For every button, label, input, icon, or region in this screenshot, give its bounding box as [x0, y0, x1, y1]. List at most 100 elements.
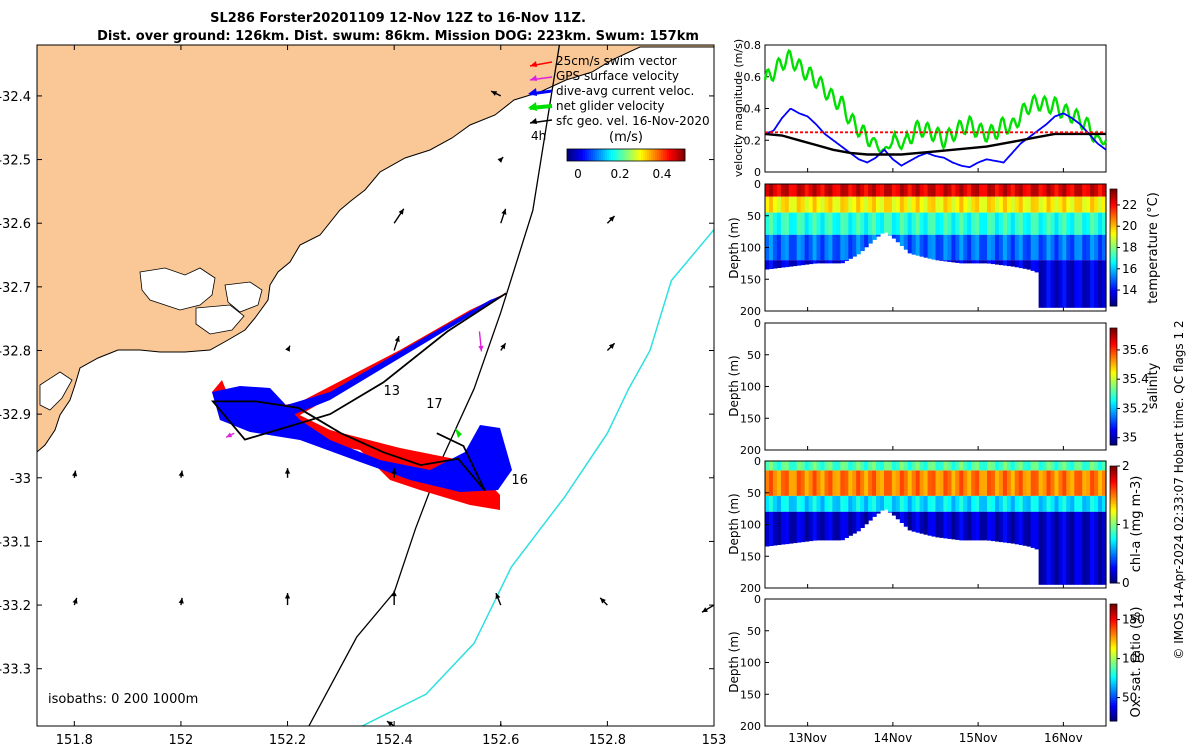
- section-cell: [967, 196, 972, 213]
- section-cell: [935, 234, 941, 261]
- colorbar-segment: [1110, 716, 1117, 720]
- section-cell: [820, 470, 826, 496]
- section-cell: [983, 461, 988, 471]
- speed-colorbar-segment: [671, 149, 674, 161]
- colorbar-segment: [1110, 685, 1117, 689]
- section-cell: [816, 184, 822, 197]
- section-cell: [1034, 234, 1040, 261]
- colorbar-segment: [1110, 386, 1117, 390]
- colorbar-segment: [1110, 648, 1117, 652]
- section-cell: [824, 495, 830, 512]
- section-cell: [840, 511, 845, 541]
- section-cell: [812, 196, 818, 213]
- section-cell: [923, 212, 929, 235]
- section-cell: [939, 234, 945, 261]
- speed-colorbar-segment: [615, 149, 618, 161]
- colorbar-segment: [1110, 374, 1117, 378]
- colorbar-segment: [1110, 491, 1117, 495]
- section-cell: [911, 470, 917, 496]
- section-cell: [1042, 234, 1048, 261]
- geo-velocity-arrow-head: [600, 597, 606, 604]
- colorbar-segment: [1110, 526, 1117, 530]
- depth-tick-label: 0: [754, 593, 761, 606]
- section-cell: [1002, 470, 1008, 496]
- section-cell: [1070, 184, 1075, 197]
- section-cell: [931, 196, 937, 213]
- section-cell: [1034, 212, 1040, 235]
- section-cell: [812, 212, 818, 235]
- colorbar-segment: [1110, 240, 1117, 244]
- section-cell: [951, 212, 956, 235]
- section-cell: [947, 461, 952, 471]
- section-cell: [1082, 184, 1087, 197]
- section-cell: [943, 234, 948, 261]
- section-cell: [947, 511, 952, 539]
- section-cell: [998, 196, 1004, 213]
- colorbar-segment: [1110, 697, 1117, 701]
- section-cell: [860, 470, 865, 496]
- section-cell: [1042, 470, 1048, 496]
- section-cell: [788, 184, 794, 197]
- section-cell: [784, 212, 790, 235]
- section-cell: [780, 495, 786, 512]
- section-cell: [1014, 212, 1020, 235]
- section-cell: [864, 234, 869, 248]
- section-cell: [887, 461, 893, 471]
- section-cell: [772, 234, 778, 261]
- section-cell: [995, 260, 1000, 265]
- colorbar-segment: [1110, 470, 1117, 474]
- section-cell: [1006, 495, 1012, 512]
- colorbar-segment: [1110, 282, 1117, 286]
- section-cell: [804, 470, 810, 496]
- section-cell: [804, 234, 810, 261]
- section-cell: [1098, 212, 1103, 235]
- section-cell: [923, 470, 929, 496]
- legend-net-label: net glider velocity: [556, 99, 664, 113]
- section-cell: [1030, 212, 1036, 235]
- section-cell: [959, 260, 964, 264]
- section-cell: [979, 196, 984, 213]
- section-cell: [1034, 470, 1040, 496]
- speed-colorbar-segment: [571, 149, 574, 161]
- colorbar-segment: [1110, 531, 1117, 535]
- velocity-y-tick-label: 0.4: [744, 103, 762, 116]
- legend-current-arrowhead: [528, 88, 537, 96]
- speed-colorbar-segment: [667, 149, 670, 161]
- section-cell: [1066, 470, 1071, 496]
- section-cell: [931, 495, 937, 512]
- section-cell: [891, 212, 897, 235]
- section-cell: [844, 184, 849, 197]
- colorbar-segment: [1110, 231, 1117, 234]
- section-cell: [776, 184, 782, 197]
- section-cell: [1090, 196, 1095, 213]
- section-cell: [903, 470, 909, 496]
- section-cell: [776, 495, 782, 512]
- colorbar-segment: [1110, 356, 1117, 359]
- section-cell: [792, 184, 798, 197]
- section-cell: [899, 234, 905, 246]
- section-cell: [1042, 212, 1048, 235]
- section-cell: [1038, 234, 1044, 261]
- section-cell: [983, 234, 988, 261]
- section-cell: [915, 511, 921, 533]
- section-cell: [987, 260, 992, 264]
- oxygen-colorbar: 50 100 150: [1109, 603, 1145, 722]
- section-cell: [939, 470, 945, 496]
- depth-tick-label: 200: [740, 444, 761, 457]
- section-cell: [820, 184, 826, 197]
- section-cell: [852, 212, 857, 235]
- section-cell: [1054, 234, 1060, 261]
- depth-tick-label: 50: [747, 487, 761, 500]
- section-cell: [776, 212, 782, 235]
- speed-colorbar-segment: [633, 149, 636, 161]
- section-cell: [1078, 234, 1083, 261]
- section-cell: [1010, 470, 1016, 496]
- colorbar-segment: [1110, 664, 1117, 668]
- section-cell: [943, 184, 948, 197]
- section-cell: [947, 260, 952, 262]
- section-cell: [769, 461, 774, 471]
- oxygen-y-axis-label: Depth (m): [727, 631, 741, 692]
- section-cell: [1050, 234, 1056, 261]
- section-cell: [765, 212, 770, 235]
- section-cell: [860, 495, 865, 512]
